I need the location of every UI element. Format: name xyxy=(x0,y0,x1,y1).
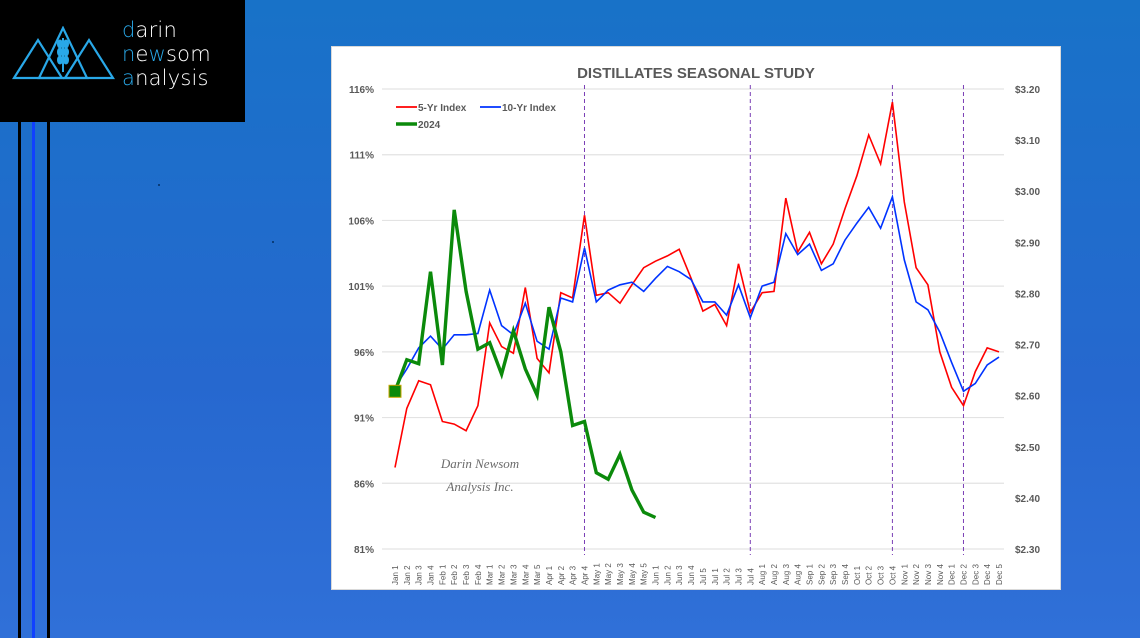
brand-line-2: newsom xyxy=(122,42,211,66)
chart-title: DISTILLATES SEASONAL STUDY xyxy=(577,65,815,82)
x-tick-label: Nov 3 xyxy=(924,564,933,585)
x-tick-label: Dec 3 xyxy=(971,564,980,585)
x-tick-label: Jul 3 xyxy=(734,568,743,585)
x-tick-label: Jun 2 xyxy=(663,565,672,585)
x-tick-label: May 2 xyxy=(604,563,613,585)
x-tick-label: Mar 3 xyxy=(509,564,518,585)
x-tick-label: Nov 2 xyxy=(912,564,921,585)
x-tick-label: Dec 2 xyxy=(959,564,968,585)
x-tick-label: Aug 1 xyxy=(758,564,767,585)
x-tick-label: Sep 4 xyxy=(841,564,850,585)
x-tick-label: Aug 2 xyxy=(770,564,779,585)
x-tick-label: Feb 1 xyxy=(438,564,447,585)
x-tick-label: Sep 2 xyxy=(817,564,826,585)
x-tick-label: May 5 xyxy=(640,563,649,585)
chart-card: DISTILLATES SEASONAL STUDY 116% 111% 106% 1… xyxy=(331,46,1061,590)
x-tick-label: Jun 3 xyxy=(675,565,684,585)
decor-line-blue xyxy=(32,120,35,638)
series-2024-start-marker xyxy=(388,384,402,398)
y-right-tick-label: $2.70 xyxy=(1015,341,1040,352)
brand-line-1: darin xyxy=(122,18,177,42)
y-left-tick-label: 101% xyxy=(348,282,374,293)
y-right-tick-label: $2.30 xyxy=(1015,545,1040,556)
y-left-tick-label: 96% xyxy=(354,348,374,359)
x-tick-label: Nov 4 xyxy=(936,564,945,585)
x-tick-label: Jan 1 xyxy=(391,565,400,585)
y-left-tick-label: 86% xyxy=(354,479,374,490)
x-tick-label: Jan 2 xyxy=(403,565,412,585)
x-tick-label: Oct 1 xyxy=(853,565,862,585)
mountains-wheat-icon xyxy=(12,26,115,80)
y-right-tick-label: $2.90 xyxy=(1015,238,1040,249)
brand-line-3: analysis xyxy=(122,66,209,90)
x-tick-label: Apr 4 xyxy=(580,565,589,585)
y-right-tick-label: $3.00 xyxy=(1015,187,1040,198)
x-tick-label: Nov 1 xyxy=(900,564,909,585)
x-tick-label: Dec 1 xyxy=(948,564,957,585)
x-tick-label: Apr 1 xyxy=(545,565,554,585)
decor-speck xyxy=(272,241,274,243)
x-tick-label: Dec 4 xyxy=(983,564,992,585)
legend-label: 2024 xyxy=(418,120,441,131)
series-line-5-yr-index xyxy=(394,101,1000,468)
seasonal-line-chart: 116% 111% 106% 101% 96% 91% 86% 81% $3.20 $3.10 $3… xyxy=(348,85,1040,585)
y-right-tick-label: $2.40 xyxy=(1015,494,1040,505)
y-right-tick-label: $2.60 xyxy=(1015,392,1040,403)
x-tick-label: Mar 1 xyxy=(486,564,495,585)
y-left-tick-label: 111% xyxy=(350,151,375,162)
x-tick-label: Jun 4 xyxy=(687,565,696,585)
decor-speck xyxy=(158,184,160,186)
x-tick-label: Oct 3 xyxy=(877,565,886,585)
watermark-line-1: Darin Newsom xyxy=(440,456,519,471)
y-right-tick-label: $3.10 xyxy=(1015,136,1040,147)
x-tick-label: May 3 xyxy=(616,563,625,585)
x-tick-label: Apr 2 xyxy=(557,565,566,585)
x-tick-label: Mar 4 xyxy=(521,564,530,585)
x-tick-label: May 4 xyxy=(628,563,637,585)
y-right-tick-label: $3.20 xyxy=(1015,85,1040,96)
legend-label: 10-Yr Index xyxy=(502,103,556,114)
x-tick-label: Sep 3 xyxy=(829,564,838,585)
x-tick-label: Jul 5 xyxy=(699,568,708,585)
brand-logo: darin newsom analysis xyxy=(0,0,245,122)
y-left-tick-label: 106% xyxy=(348,216,374,227)
x-tick-label: Oct 4 xyxy=(888,565,897,585)
series-line-2024 xyxy=(393,209,657,520)
x-tick-label: May 1 xyxy=(592,563,601,585)
x-tick-label: Mar 2 xyxy=(498,564,507,585)
legend-label: 5-Yr Index xyxy=(418,103,467,114)
y-left-tick-label: 81% xyxy=(354,545,374,556)
brand-name: darin newsom analysis xyxy=(122,18,211,90)
x-tick-label: Feb 2 xyxy=(450,564,459,585)
watermark-line-2: Analysis Inc. xyxy=(445,479,513,494)
x-tick-label: Sep 1 xyxy=(806,564,815,585)
y-left-tick-label: 91% xyxy=(354,414,374,425)
x-tick-label: Jan 4 xyxy=(427,565,436,585)
x-tick-label: Aug 3 xyxy=(782,564,791,585)
y-left-tick-label: 116% xyxy=(349,85,374,96)
y-right-tick-label: $2.80 xyxy=(1015,289,1040,300)
x-tick-label: Jun 1 xyxy=(652,565,661,585)
x-tick-label: Jan 3 xyxy=(415,565,424,585)
x-tick-label: Oct 2 xyxy=(865,565,874,585)
x-tick-label: Feb 3 xyxy=(462,564,471,585)
x-tick-label: Dec 5 xyxy=(995,564,1004,585)
x-tick-label: Jul 4 xyxy=(746,568,755,585)
series-line-10-yr-index xyxy=(394,193,1000,393)
x-tick-label: Apr 3 xyxy=(569,565,578,585)
x-tick-label: Jul 2 xyxy=(723,568,732,585)
decor-line-black-2 xyxy=(47,120,50,638)
y-right-tick-label: $2.50 xyxy=(1015,443,1040,454)
x-tick-label: Aug 4 xyxy=(794,564,803,585)
decor-line-black-1 xyxy=(18,120,21,638)
x-tick-label: Feb 4 xyxy=(474,564,483,585)
x-tick-label: Mar 5 xyxy=(533,564,542,585)
x-tick-label: Jul 1 xyxy=(711,568,720,585)
